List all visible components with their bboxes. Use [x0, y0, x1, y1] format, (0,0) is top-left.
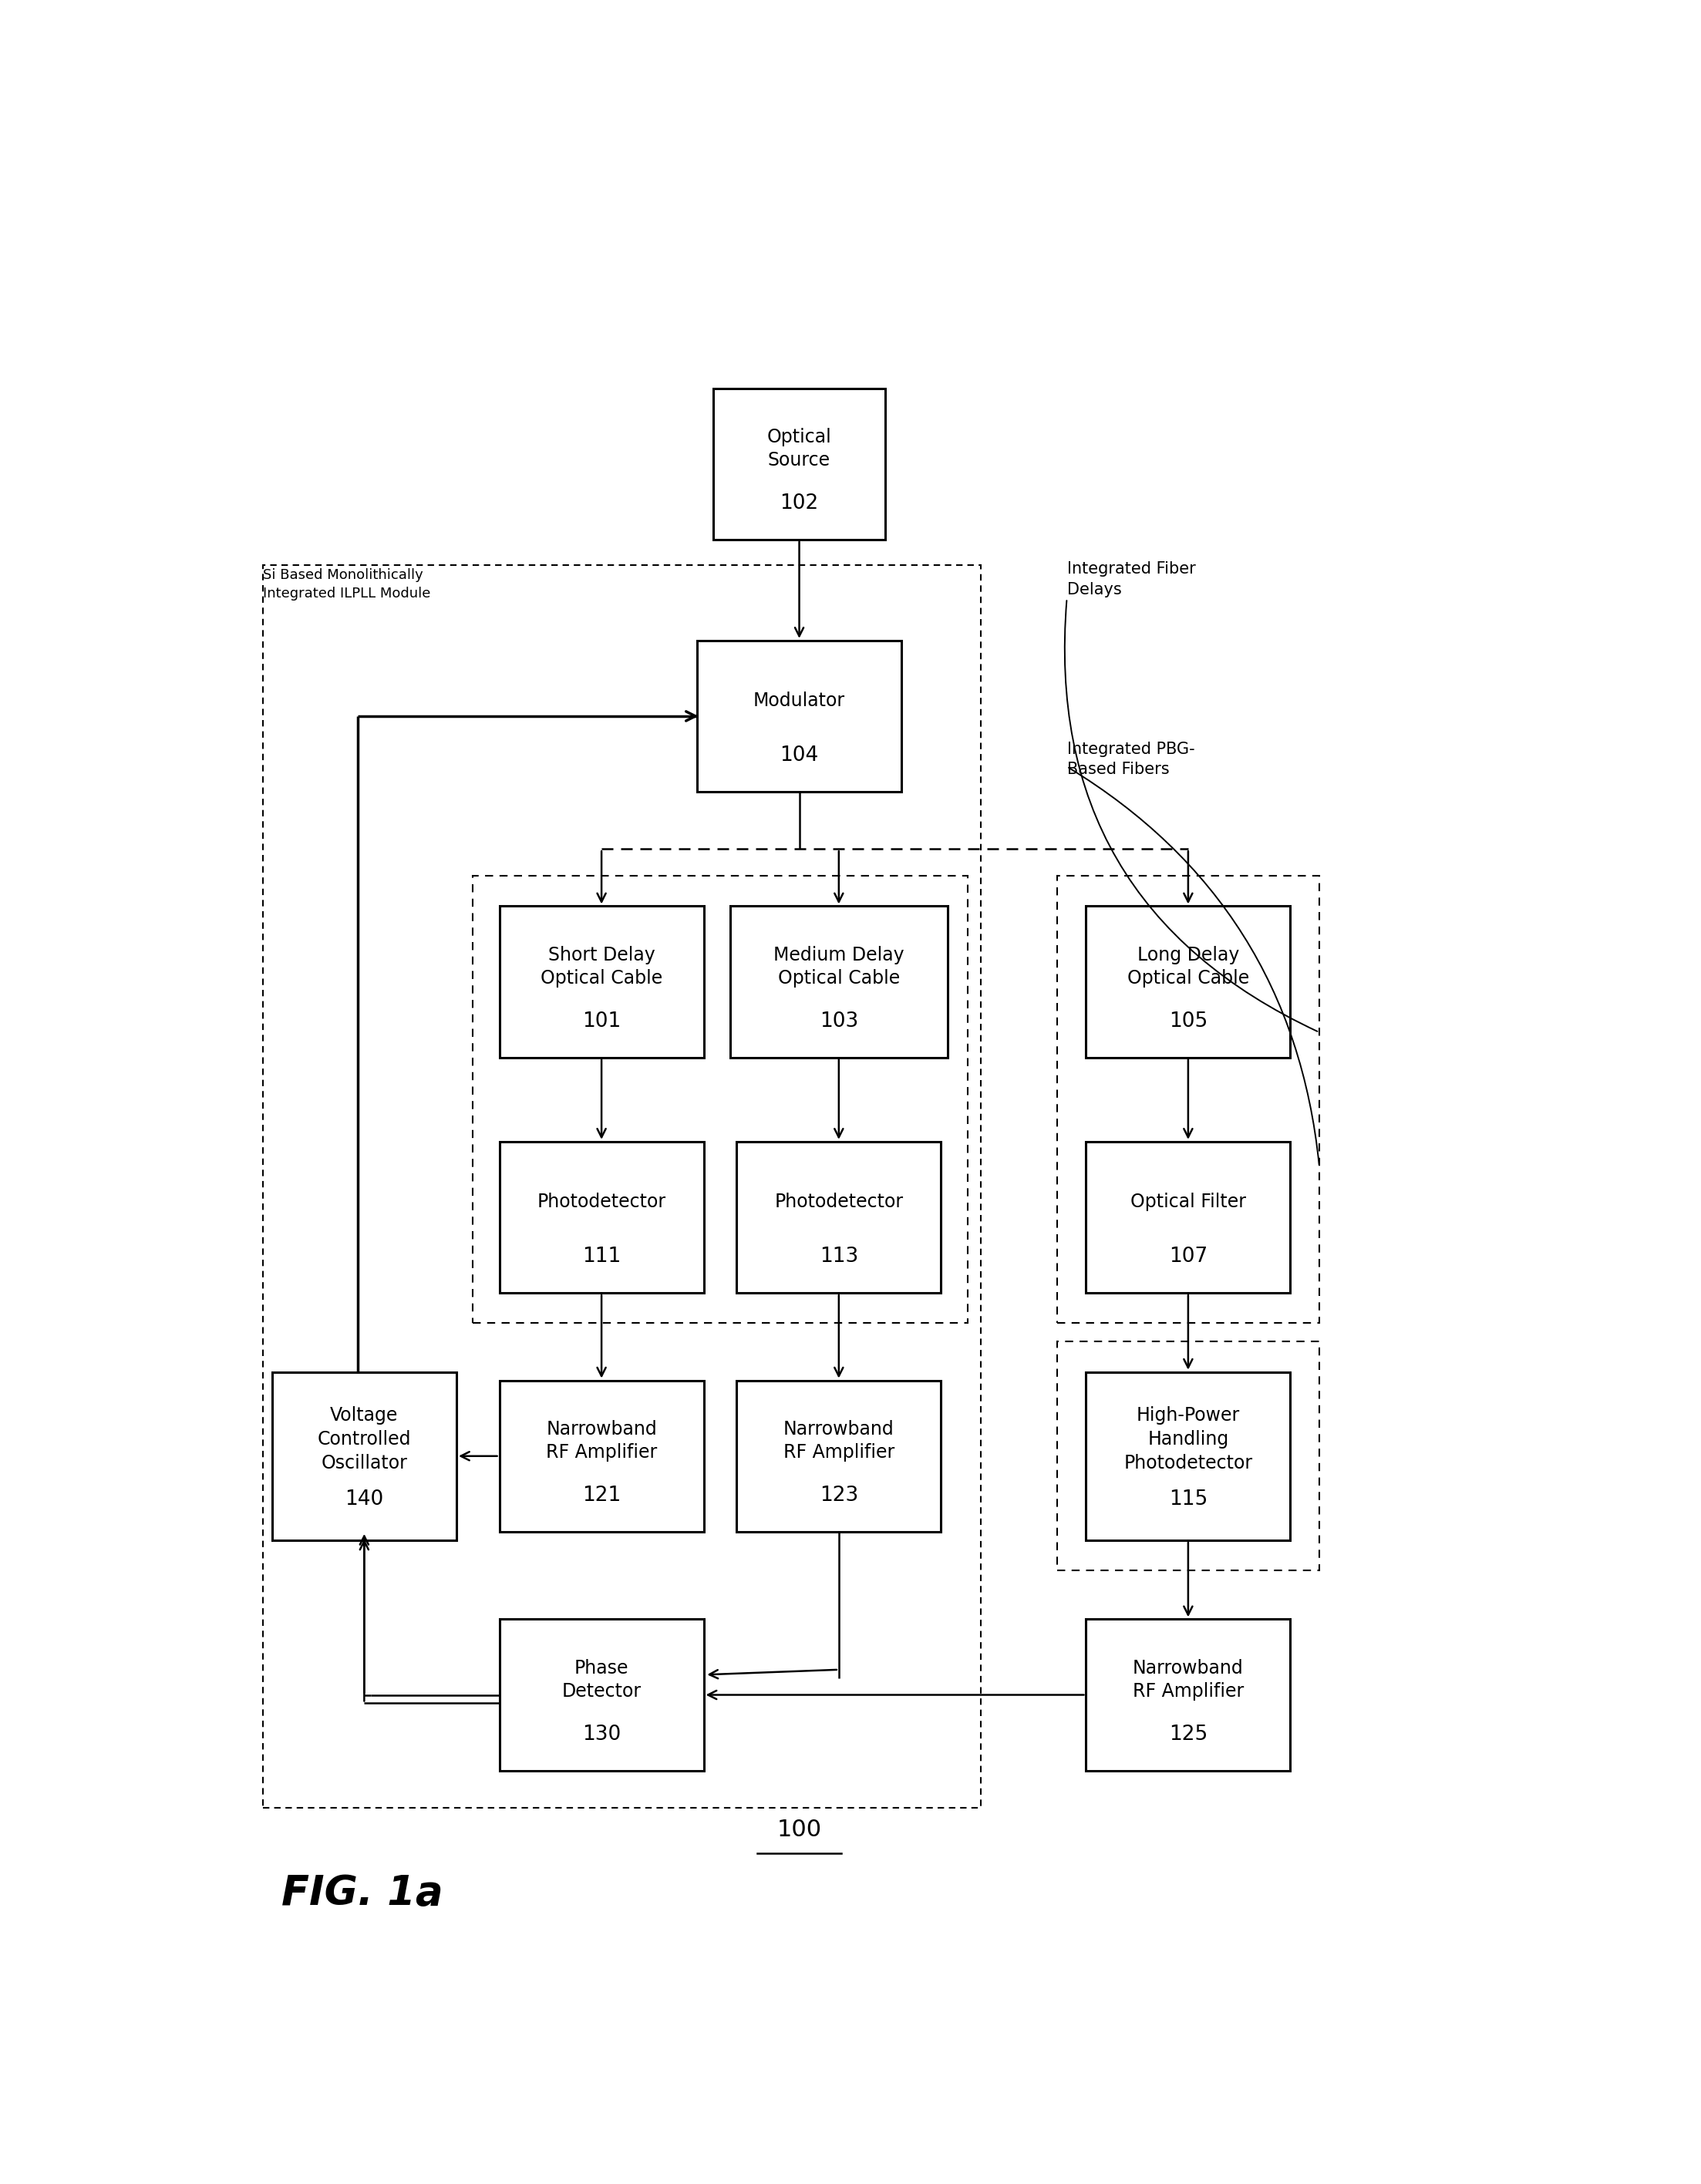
FancyBboxPatch shape: [500, 1618, 704, 1771]
FancyBboxPatch shape: [737, 1380, 941, 1531]
Text: Voltage
Controlled
Oscillator: Voltage Controlled Oscillator: [318, 1406, 412, 1472]
Text: Narrowband
RF Amplifier: Narrowband RF Amplifier: [546, 1420, 657, 1461]
Text: Si Based Monolithically
Integrated ILPLL Module: Si Based Monolithically Integrated ILPLL…: [262, 568, 430, 601]
Text: Photodetector: Photodetector: [774, 1192, 903, 1212]
Text: Optical Filter: Optical Filter: [1131, 1192, 1245, 1212]
Text: High-Power
Handling
Photodetector: High-Power Handling Photodetector: [1124, 1406, 1252, 1472]
Text: Narrowband
RF Amplifier: Narrowband RF Amplifier: [1133, 1658, 1243, 1701]
Text: Optical
Source: Optical Source: [767, 428, 832, 470]
Text: 100: 100: [777, 1819, 822, 1841]
Text: 123: 123: [820, 1485, 859, 1505]
FancyBboxPatch shape: [697, 640, 902, 793]
Text: 102: 102: [779, 494, 818, 513]
FancyBboxPatch shape: [1085, 1142, 1291, 1293]
FancyBboxPatch shape: [730, 906, 947, 1057]
FancyBboxPatch shape: [1085, 1372, 1291, 1540]
Text: Long Delay
Optical Cable: Long Delay Optical Cable: [1128, 946, 1249, 987]
FancyBboxPatch shape: [500, 1142, 704, 1293]
Text: 105: 105: [1169, 1011, 1208, 1031]
FancyBboxPatch shape: [1085, 1618, 1291, 1771]
Text: FIG. 1a: FIG. 1a: [281, 1874, 442, 1913]
Text: Narrowband
RF Amplifier: Narrowband RF Amplifier: [782, 1420, 895, 1461]
Text: 113: 113: [820, 1247, 859, 1267]
Text: 121: 121: [582, 1485, 621, 1505]
Text: Short Delay
Optical Cable: Short Delay Optical Cable: [541, 946, 662, 987]
FancyBboxPatch shape: [500, 1380, 704, 1531]
Text: 125: 125: [1169, 1723, 1208, 1745]
FancyBboxPatch shape: [272, 1372, 456, 1540]
Text: 103: 103: [820, 1011, 859, 1031]
Text: Integrated Fiber
Delays: Integrated Fiber Delays: [1067, 561, 1196, 596]
Text: 107: 107: [1169, 1247, 1208, 1267]
Text: 130: 130: [582, 1723, 621, 1745]
Text: Modulator: Modulator: [754, 692, 845, 710]
Text: 101: 101: [582, 1011, 621, 1031]
FancyBboxPatch shape: [1085, 906, 1291, 1057]
FancyBboxPatch shape: [737, 1142, 941, 1293]
Text: Medium Delay
Optical Cable: Medium Delay Optical Cable: [774, 946, 905, 987]
Text: Phase
Detector: Phase Detector: [561, 1658, 641, 1701]
Text: 115: 115: [1169, 1489, 1208, 1509]
Text: 111: 111: [582, 1247, 621, 1267]
Text: 104: 104: [779, 745, 818, 767]
Text: Photodetector: Photodetector: [538, 1192, 667, 1212]
Text: Integrated PBG-
Based Fibers: Integrated PBG- Based Fibers: [1067, 740, 1194, 778]
FancyBboxPatch shape: [500, 906, 704, 1057]
FancyBboxPatch shape: [714, 389, 885, 539]
Text: 140: 140: [345, 1489, 384, 1509]
